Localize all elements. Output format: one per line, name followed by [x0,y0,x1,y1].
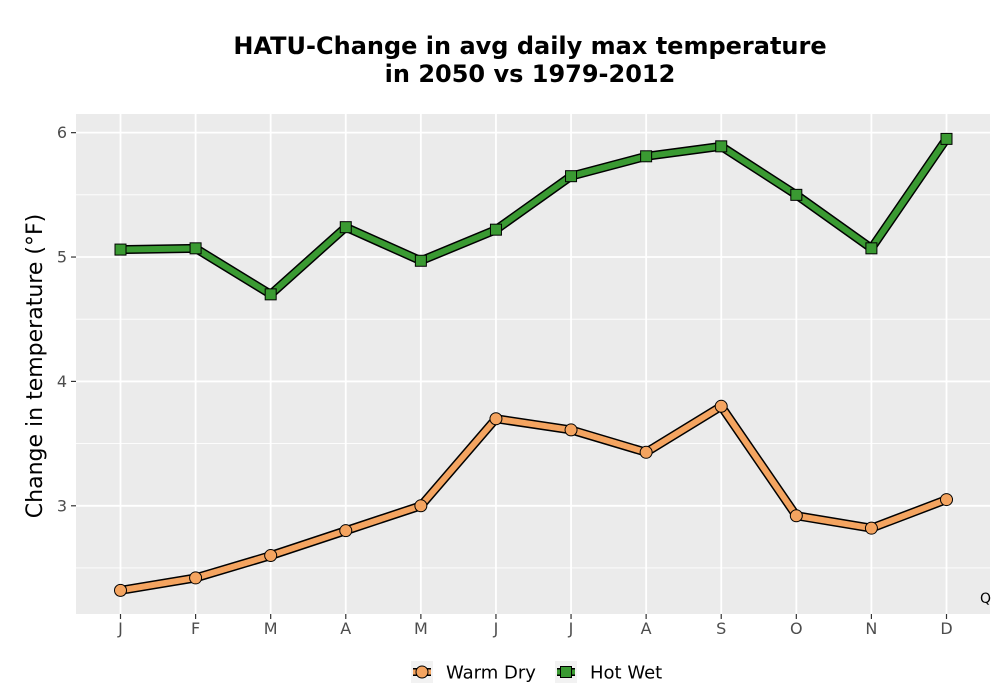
data-point [264,549,278,563]
data-point [865,242,878,255]
y-axis-label: Change in temperature (°F) [23,214,48,518]
y-tick-label: 3 [57,496,67,515]
data-point [640,150,653,163]
data-point [789,509,803,523]
data-point [715,140,728,153]
data-point [565,170,578,183]
y-tick-label: 5 [57,248,67,267]
x-tick-label: A [340,619,351,638]
series-hot-wet [114,132,953,301]
chart-title-line-2: in 2050 vs 1979-2012 [385,60,676,88]
data-point [189,571,203,585]
data-point [940,493,953,507]
plot-area [76,114,990,614]
y-tick-label: 4 [57,372,67,391]
legend-label: Warm Dry [446,663,536,684]
x-tick-label: O [790,619,803,638]
corner-label: Q [980,591,991,607]
plot-panel [76,114,990,614]
series-warm-dry [114,399,953,597]
data-point [339,221,352,234]
chart-title-line-1: HATU-Change in avg daily max temperature [233,32,826,60]
data-point [940,132,953,145]
x-tick-label: J [493,619,499,638]
series-layer [114,132,953,597]
data-point [114,583,127,597]
data-point [414,254,427,267]
x-tick-label: J [568,619,574,638]
x-tick-label: S [716,619,726,638]
series-line [117,135,950,298]
data-point [864,521,878,535]
data-point [414,499,428,513]
data-point [264,288,277,301]
y-axis: 3 4 5 6 [57,123,76,515]
data-point [564,423,578,437]
data-point [114,243,127,256]
x-tick-label: J [117,619,123,638]
legend-item-warm-dry: Warm Dry [411,661,536,684]
x-tick-label: F [191,619,200,638]
legend-item-hot-wet: Hot Wet [555,661,662,684]
legend-label: Hot Wet [590,663,662,684]
legend-key-marker [415,665,429,679]
data-point [189,242,202,255]
legend: Warm Dry Hot Wet [411,661,662,684]
x-tick-label: A [641,619,652,638]
legend-key-marker [560,666,572,678]
x-tick-label: D [940,619,952,638]
data-point [639,445,653,459]
data-point [714,399,728,413]
x-tick-label: N [865,619,877,638]
data-point [489,223,502,236]
data-point [790,188,803,201]
series-line [117,403,950,594]
x-tick-label: M [414,619,428,638]
data-point [339,524,353,538]
y-tick-label: 6 [57,123,67,142]
data-point [489,412,503,426]
x-tick-label: M [264,619,278,638]
